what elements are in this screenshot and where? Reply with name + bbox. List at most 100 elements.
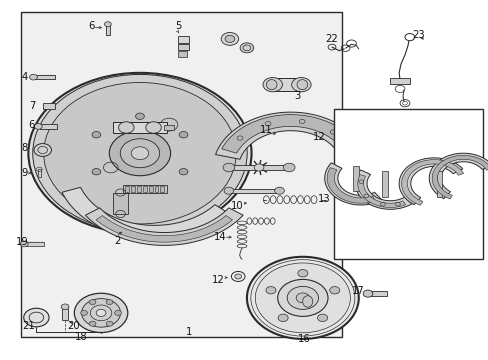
- Circle shape: [224, 187, 233, 194]
- Text: 21: 21: [21, 321, 35, 332]
- Polygon shape: [431, 156, 488, 199]
- Bar: [21, 12, 341, 337]
- Circle shape: [224, 35, 234, 42]
- Text: 22: 22: [325, 34, 338, 44]
- Text: 12: 12: [212, 275, 224, 285]
- Bar: [137, 186, 141, 192]
- Circle shape: [24, 308, 49, 327]
- Bar: [352, 166, 358, 192]
- Circle shape: [115, 310, 121, 315]
- Bar: [26, 242, 44, 246]
- Circle shape: [34, 123, 42, 129]
- Circle shape: [109, 131, 170, 176]
- Bar: [125, 186, 129, 192]
- Text: 10: 10: [230, 202, 243, 211]
- Circle shape: [145, 122, 161, 133]
- Polygon shape: [355, 170, 411, 209]
- Circle shape: [240, 43, 253, 53]
- Circle shape: [265, 287, 275, 294]
- Text: 9: 9: [22, 168, 28, 178]
- Text: 4: 4: [22, 72, 28, 82]
- Circle shape: [81, 310, 87, 315]
- Circle shape: [90, 305, 112, 321]
- Ellipse shape: [33, 75, 246, 232]
- Text: 1: 1: [185, 327, 191, 337]
- Bar: [131, 186, 135, 192]
- Bar: [42, 103, 55, 109]
- Text: 6: 6: [28, 120, 35, 130]
- Polygon shape: [357, 175, 405, 207]
- Circle shape: [92, 168, 101, 175]
- Circle shape: [81, 298, 120, 327]
- Circle shape: [223, 163, 234, 172]
- Polygon shape: [215, 112, 361, 159]
- Circle shape: [274, 187, 284, 194]
- Bar: [106, 24, 110, 35]
- Circle shape: [104, 22, 111, 27]
- Circle shape: [296, 293, 309, 303]
- Text: 17: 17: [351, 287, 364, 296]
- Bar: [62, 307, 68, 320]
- Text: 3: 3: [293, 91, 300, 101]
- Text: 19: 19: [16, 237, 29, 247]
- Circle shape: [135, 113, 144, 120]
- Polygon shape: [62, 187, 229, 240]
- Bar: [178, 51, 186, 57]
- Bar: [389, 78, 409, 84]
- Circle shape: [106, 300, 113, 305]
- Text: 16: 16: [297, 334, 309, 344]
- Text: 20: 20: [67, 321, 80, 332]
- Polygon shape: [326, 168, 375, 203]
- Ellipse shape: [302, 296, 312, 307]
- Circle shape: [89, 321, 96, 326]
- Bar: [178, 36, 188, 43]
- Polygon shape: [398, 158, 462, 204]
- Bar: [38, 169, 41, 177]
- Bar: [113, 193, 127, 214]
- Polygon shape: [428, 153, 488, 199]
- Text: 6: 6: [88, 21, 95, 31]
- Polygon shape: [96, 216, 232, 242]
- Circle shape: [106, 321, 113, 326]
- Circle shape: [118, 122, 134, 133]
- Bar: [436, 171, 442, 197]
- Circle shape: [74, 293, 127, 333]
- Circle shape: [34, 144, 51, 157]
- Circle shape: [234, 274, 241, 279]
- Text: 5: 5: [174, 21, 181, 31]
- Circle shape: [96, 309, 106, 316]
- Circle shape: [89, 300, 96, 305]
- Circle shape: [297, 270, 307, 277]
- Circle shape: [286, 287, 318, 309]
- Polygon shape: [85, 208, 243, 246]
- Text: 2: 2: [114, 236, 120, 246]
- Circle shape: [291, 77, 310, 92]
- Bar: [381, 171, 387, 197]
- Polygon shape: [324, 163, 381, 205]
- Bar: [273, 78, 300, 91]
- Circle shape: [263, 77, 282, 92]
- Text: 7: 7: [30, 102, 36, 111]
- Text: 11: 11: [260, 125, 272, 135]
- Circle shape: [254, 164, 264, 171]
- Circle shape: [120, 139, 159, 168]
- Circle shape: [135, 187, 144, 193]
- Bar: [229, 165, 287, 170]
- Bar: [113, 122, 166, 133]
- Bar: [154, 186, 158, 192]
- Bar: [142, 186, 146, 192]
- Bar: [368, 292, 386, 296]
- Circle shape: [30, 74, 37, 80]
- Circle shape: [92, 131, 101, 138]
- Circle shape: [131, 147, 148, 159]
- Text: 8: 8: [22, 143, 28, 153]
- Ellipse shape: [28, 73, 251, 234]
- Circle shape: [246, 257, 358, 339]
- Circle shape: [61, 304, 69, 310]
- Bar: [40, 124, 57, 129]
- Text: 15: 15: [417, 251, 430, 261]
- Polygon shape: [221, 114, 353, 153]
- Circle shape: [363, 290, 372, 297]
- Ellipse shape: [43, 82, 236, 224]
- Bar: [229, 189, 278, 193]
